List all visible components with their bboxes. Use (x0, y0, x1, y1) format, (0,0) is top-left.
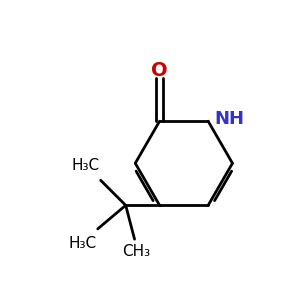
Text: NH: NH (214, 110, 244, 128)
Text: H₃C: H₃C (68, 236, 96, 251)
Text: O: O (151, 61, 168, 80)
Text: CH₃: CH₃ (122, 244, 150, 260)
Text: H₃C: H₃C (71, 158, 99, 173)
